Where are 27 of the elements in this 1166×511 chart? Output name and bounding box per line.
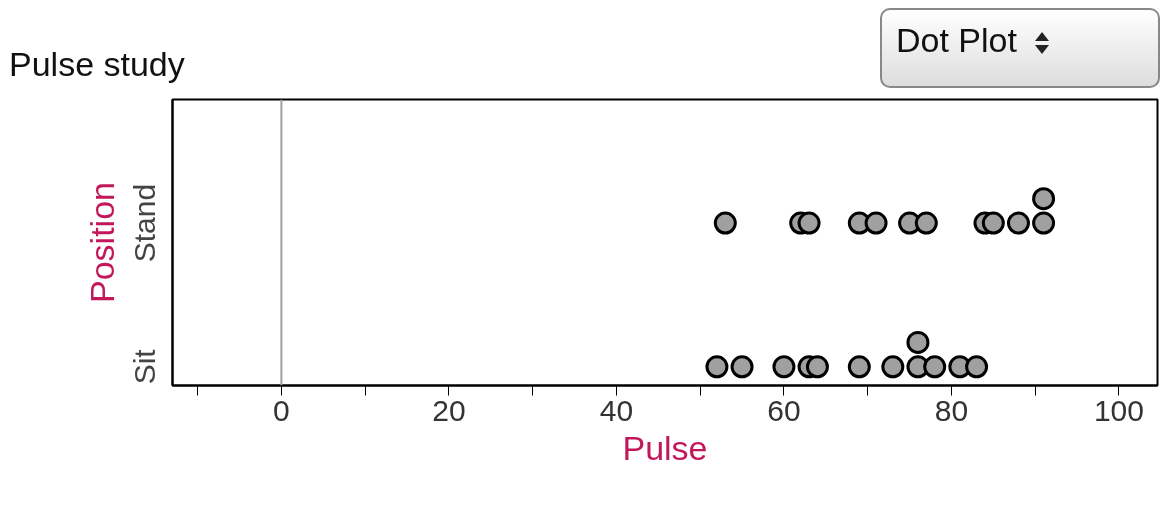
point <box>797 211 821 235</box>
x-axis-title: Pulse <box>622 428 708 467</box>
x-tick-label: 40 <box>599 393 634 427</box>
point <box>981 211 1005 235</box>
x-tick-label: 100 <box>1093 393 1145 427</box>
x-tick-label: 80 <box>934 393 969 427</box>
point <box>713 211 737 235</box>
point <box>730 355 754 379</box>
point <box>864 211 888 235</box>
y-tick-label: Stand <box>128 183 162 263</box>
text: Dot Plot <box>896 20 1018 61</box>
y-axis-title: Position <box>82 182 121 303</box>
point <box>881 355 905 379</box>
x-tick-label: 20 <box>432 393 466 427</box>
point <box>914 211 938 235</box>
chart-title: Pulse study <box>9 44 185 85</box>
point <box>923 355 947 379</box>
y-tick-label: Sit <box>128 348 162 385</box>
point <box>805 355 829 379</box>
point <box>965 355 989 379</box>
x-tick-label: 0 <box>273 393 290 427</box>
point <box>1006 211 1030 235</box>
x-tick-label: 60 <box>767 393 801 427</box>
point <box>847 355 871 379</box>
point <box>772 355 796 379</box>
point <box>705 355 729 379</box>
point <box>1032 211 1056 235</box>
